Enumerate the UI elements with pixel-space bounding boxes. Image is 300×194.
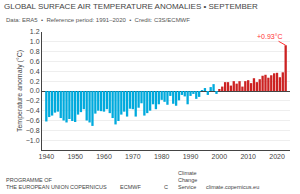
svg-text:1.0: 1.0 xyxy=(30,38,40,45)
svg-text:−0.2: −0.2 xyxy=(26,97,40,104)
svg-text:PROGRAMME OFTHE EUROPEAN UNION: PROGRAMME OFTHE EUROPEAN UNION xyxy=(6,177,69,190)
svg-text:1.2: 1.2 xyxy=(30,28,40,35)
svg-text:1990: 1990 xyxy=(183,153,199,160)
svg-text:Temperature anomaly (°C): Temperature anomaly (°C) xyxy=(16,50,24,132)
svg-text:0.4: 0.4 xyxy=(30,68,40,75)
svg-text:COPERNICUS: COPERNICUS xyxy=(70,184,107,190)
svg-text:−1.0: −1.0 xyxy=(26,137,40,144)
svg-text:0.8: 0.8 xyxy=(30,48,40,55)
svg-text:0.2: 0.2 xyxy=(30,78,40,85)
svg-text:1980: 1980 xyxy=(154,153,170,160)
svg-text:ClimateChangeService: ClimateChangeService xyxy=(178,170,197,190)
svg-text:1970: 1970 xyxy=(125,153,141,160)
svg-text:climate.copernicus.eu: climate.copernicus.eu xyxy=(206,184,259,190)
svg-text:1940: 1940 xyxy=(39,153,55,160)
svg-text:1960: 1960 xyxy=(96,153,112,160)
svg-text:0.0: 0.0 xyxy=(30,87,40,94)
svg-text:GLOBAL SURFACE AIR TEMPERATURE: GLOBAL SURFACE AIR TEMPERATURE ANOMALIES… xyxy=(4,2,258,11)
svg-text:2010: 2010 xyxy=(240,153,256,160)
svg-text:2000: 2000 xyxy=(212,153,228,160)
svg-text:Data: ERA5 • Reference perio: Data: ERA5 • Reference period: 1991–2020… xyxy=(6,17,190,23)
svg-text:ECMWF: ECMWF xyxy=(120,184,141,190)
svg-text:C: C xyxy=(164,184,168,190)
svg-text:0.6: 0.6 xyxy=(30,58,40,65)
svg-text:−0.4: −0.4 xyxy=(26,107,40,114)
svg-text:1950: 1950 xyxy=(67,153,83,160)
svg-text:+0.93°C: +0.93°C xyxy=(257,33,283,40)
svg-text:2020: 2020 xyxy=(269,153,285,160)
svg-text:−0.8: −0.8 xyxy=(26,127,40,134)
svg-text:−0.6: −0.6 xyxy=(26,117,40,124)
